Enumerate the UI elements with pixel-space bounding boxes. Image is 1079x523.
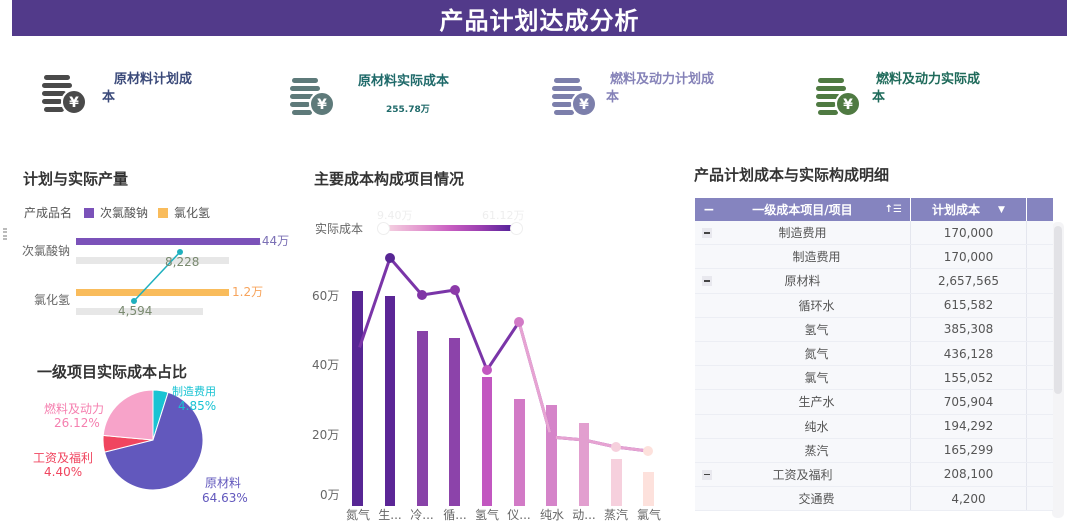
svg-text:原材料: 原材料 [205,476,241,490]
sort-icon[interactable]: ↑☰ [884,204,902,215]
cost-combo-chart [352,253,654,506]
svg-text:工资及福利: 工资及福利 [33,450,93,465]
visual-map-max: 61.12万 [482,209,525,222]
y-tick: 20万 [312,428,340,442]
table-row[interactable]: 生产水 705,904 [695,390,1053,415]
column-header-item[interactable]: − 一级成本项目/项目 ↑☰ [695,198,911,221]
svg-text:64.63%: 64.63% [202,491,248,505]
kpi-fuel-power-plan: ¥ 燃料及动力计划成 本 [552,66,752,126]
column-header-plan-cost[interactable]: 计划成本 ▼ [911,198,1027,221]
table-row[interactable]: 交通费 4,200 [695,487,1053,512]
kpi-label-line2: 本 [606,90,620,105]
svg-text:4.85%: 4.85% [178,399,216,413]
svg-text:制造费用: 制造费用 [172,385,216,398]
kpi-fuel-power-actual: ¥ 燃料及动力实际成 本 [816,66,1016,126]
x-tick: 氯气 [636,508,661,522]
svg-text:燃料及动力: 燃料及动力 [44,401,104,416]
kpi-label: 原材料实际成本 [358,74,450,89]
kpi-label: 燃料及动力计划成 [610,72,715,87]
category-label: 氯化氢 [34,292,70,307]
table-row[interactable]: 原材料 2,657,565 [695,269,1053,294]
x-tick: 仪... [507,508,531,522]
collapse-icon[interactable] [702,469,712,480]
dashboard-header: 产品计划达成分析 [12,0,1067,36]
kpi-label-line2: 本 [102,90,116,105]
x-tick: 氢气 [474,508,499,522]
visual-map-handle-min[interactable] [377,222,390,235]
production-bar-chart: 次氯酸钠 氯化氢 .44万 1.2万 8,228 4,594 [22,234,289,318]
collapse-all-icon[interactable]: − [703,201,715,218]
pie-title: 一级项目实际成本占比 [37,363,188,381]
visual-map-handle-max[interactable] [510,222,523,235]
production-title: 计划与实际产量 [23,170,129,188]
table-row[interactable]: 蒸汽 165,299 [695,438,1053,463]
x-tick: 氮气 [345,508,370,522]
coins-yen-icon: ¥ [552,78,597,116]
table-title: 产品计划成本与实际构成明细 [694,166,890,184]
svg-text:4,594: 4,594 [118,304,152,318]
y-tick: 40万 [312,358,340,372]
kpi-raw-material-plan: ¥ 原材料计划成 本 [42,66,242,126]
table-row[interactable]: 循环水 615,582 [695,293,1053,318]
legend-title: 产成品名 [24,206,73,220]
table-row[interactable]: 纯水 194,292 [695,414,1053,439]
coins-yen-icon: ¥ [290,78,335,116]
y-tick: 0万 [320,488,340,502]
table-row[interactable]: 制造费用 170,000 [695,221,1053,246]
legend-item[interactable]: 次氯酸钠 [100,206,149,220]
x-tick: 冷... [410,508,434,522]
svg-text:¥: ¥ [69,95,79,111]
visual-map-min: 9.40万 [377,209,413,222]
kpi-label: 燃料及动力实际成 [876,72,981,87]
legend-swatch [84,207,95,218]
kpi-raw-material-actual: ¥ 原材料实际成本 255.78万 [290,66,490,126]
svg-text:¥: ¥ [843,97,853,113]
svg-text:.44万: .44万 [258,234,289,248]
collapse-icon[interactable] [702,276,712,287]
svg-text:4.40%: 4.40% [44,465,82,479]
x-tick: 循... [443,508,467,522]
kpi-label-line2: 本 [872,90,886,105]
x-tick: 纯水 [539,508,564,522]
svg-text:¥: ¥ [579,97,589,113]
table-row[interactable]: 工资及福利 208,100 [695,462,1053,488]
collapse-icon[interactable] [702,228,712,238]
svg-text:8,228: 8,228 [165,255,199,269]
table-row[interactable]: 氯气 155,052 [695,366,1053,391]
svg-text:26.12%: 26.12% [54,416,100,430]
x-tick: 生... [378,508,402,522]
table-row[interactable]: 氢气 385,308 [695,317,1053,342]
drag-handle-icon[interactable] [3,228,7,240]
kpi-label: 原材料计划成 [114,72,193,87]
combo-title: 主要成本构成项目情况 [314,170,465,188]
scrollbar-thumb[interactable] [1054,226,1062,394]
page-title: 产品计划达成分析 [439,6,640,35]
legend-swatch [158,207,169,218]
kpi-value: 255.78万 [386,105,430,115]
coins-yen-icon: ¥ [816,78,861,116]
table-row[interactable]: 氮气 436,128 [695,341,1053,367]
legend-item[interactable]: 氯化氢 [174,206,211,220]
y-tick: 60万 [312,289,340,303]
visual-map-bar[interactable] [388,225,512,231]
category-label: 次氯酸钠 [22,243,70,258]
x-tick: 动... [572,508,596,522]
svg-text:1.2万: 1.2万 [232,285,263,299]
svg-text:¥: ¥ [317,97,327,113]
cost-detail-table: − 一级成本项目/项目 ↑☰ 计划成本 ▼ 制造费用 170,000 制造费用 17… [695,198,1053,512]
dropdown-arrow-icon[interactable]: ▼ [998,204,1005,215]
visual-map-label: 实际成本 [315,222,364,236]
coins-yen-icon: ¥ [42,75,87,115]
production-legend: 产成品名 次氯酸钠 氯化氢 [24,204,210,221]
table-row[interactable]: 制造费用 170,000 [695,245,1053,270]
table-header: − 一级成本项目/项目 ↑☰ 计划成本 ▼ [695,198,1053,221]
x-tick: 蒸汽 [603,508,628,522]
cost-pie-chart: 制造费用 4.85% 燃料及动力 26.12% 工资及福利 4.40% 原材料 … [33,385,248,505]
